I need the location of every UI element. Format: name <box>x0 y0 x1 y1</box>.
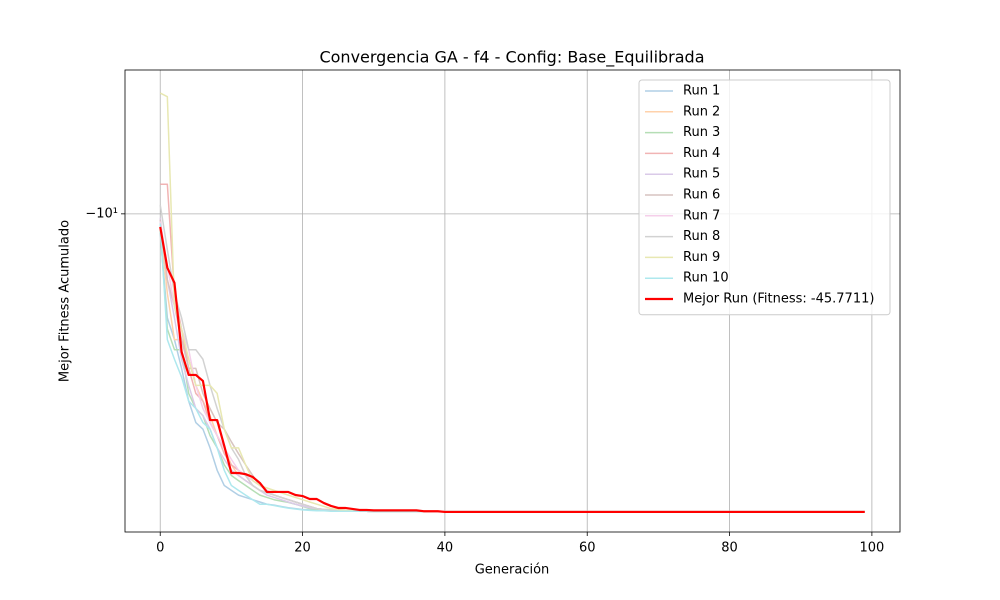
x-tick-label: 100 <box>859 541 884 556</box>
chart-title: Convergencia GA - f4 - Config: Base_Equi… <box>319 48 704 68</box>
legend-label: Run 9 <box>683 250 720 265</box>
y-tick-label: −10¹ <box>85 206 118 221</box>
legend-box <box>638 79 891 316</box>
x-tick-label: 0 <box>156 541 164 556</box>
plot-frame <box>124 69 901 533</box>
legend-label: Run 10 <box>683 271 729 286</box>
x-tick-label: 20 <box>294 541 311 556</box>
legend-label: Run 3 <box>683 125 720 140</box>
x-axis-label: Generación <box>475 563 550 578</box>
series-line <box>159 226 865 514</box>
legend-label: Mejor Run (Fitness: -45.7711) <box>683 292 874 307</box>
x-tick-label: 40 <box>437 541 454 556</box>
legend-label: Run 7 <box>683 208 720 223</box>
legend-label: Run 5 <box>683 167 720 182</box>
legend-label: Run 1 <box>683 84 720 99</box>
legend-label: Run 2 <box>683 104 720 119</box>
legend-label: Run 4 <box>683 146 720 161</box>
y-axis-label: Mejor Fitness Acumulado <box>58 220 73 382</box>
legend-label: Run 6 <box>683 188 720 203</box>
x-tick-label: 80 <box>721 541 738 556</box>
x-tick-label: 60 <box>579 541 596 556</box>
legend-label: Run 8 <box>683 229 720 244</box>
